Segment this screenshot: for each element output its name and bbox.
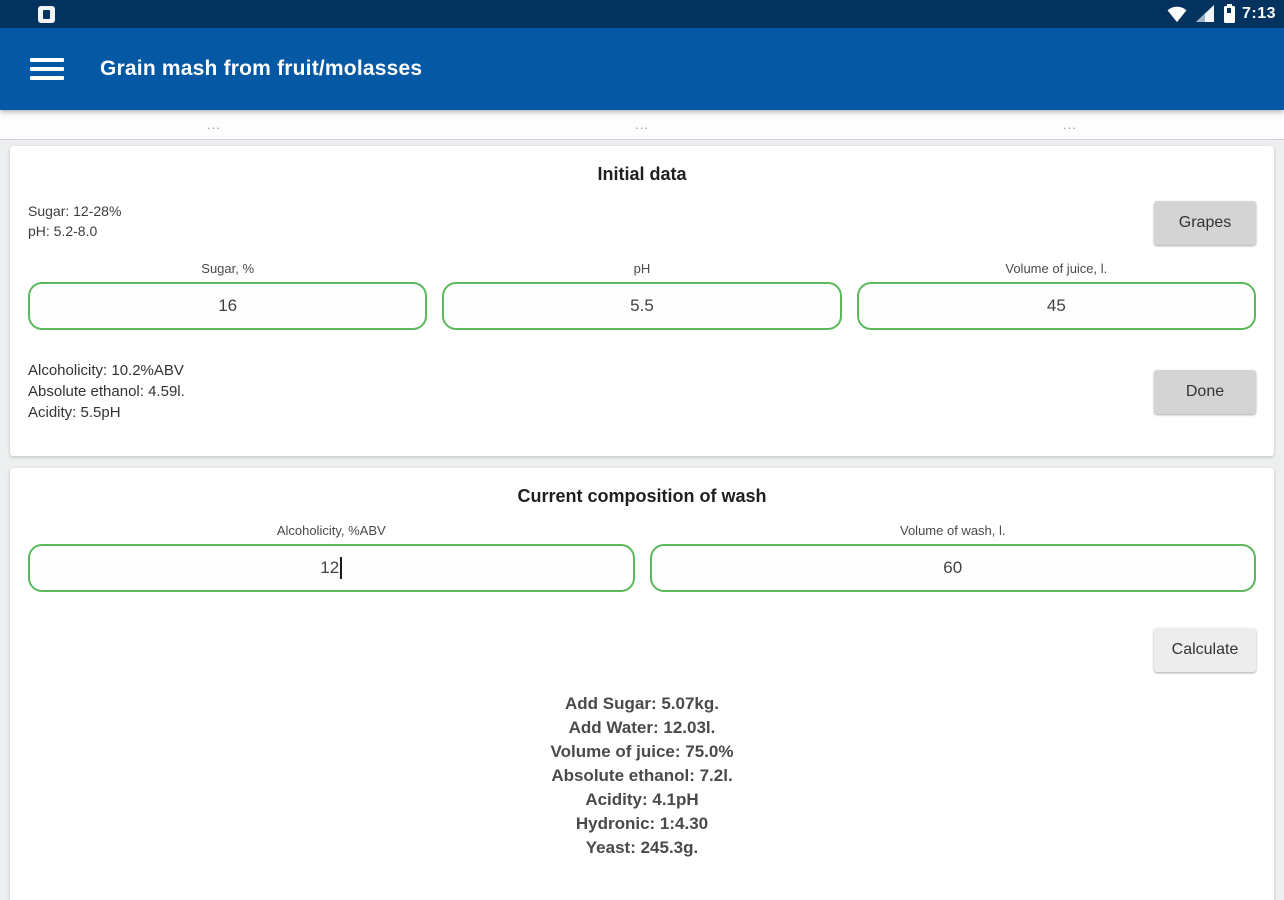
- sugar-input[interactable]: 16: [28, 282, 428, 330]
- initial-data-title: Initial data: [597, 164, 687, 184]
- status-bar: 7:13: [0, 0, 1284, 28]
- wash-volume-input[interactable]: 60: [649, 544, 1256, 592]
- acidity-result: Acidity: 4.1pH: [585, 790, 699, 809]
- sugar-range-hint: Sugar: 12-28%: [28, 203, 122, 219]
- add-sugar-result: Add Sugar: 5.07kg.: [565, 694, 719, 713]
- acidity-result: Acidity: 5.5pH: [28, 404, 121, 421]
- calculation-results: Add Sugar: 5.07kg. Add Water: 12.03l. Vo…: [28, 692, 1256, 860]
- page-title: Grain mash from fruit/molasses: [100, 57, 423, 80]
- wifi-icon: [1167, 6, 1187, 23]
- yeast-result: Yeast: 245.3g.: [585, 838, 699, 857]
- initial-data-card: Initial data Sugar: 12-28% pH: 5.2-8.0 G…: [10, 146, 1274, 456]
- initial-data-results: Alcoholicity: 10.2%ABV Absolute ethanol:…: [28, 360, 185, 423]
- wash-volume-field-label: Volume of wash, l.: [900, 523, 1006, 538]
- juice-volume-input-value: 45: [1046, 296, 1066, 315]
- wash-alcoholicity-input[interactable]: 12: [28, 544, 635, 592]
- wash-composition-card: Current composition of wash Alcoholicity…: [10, 468, 1274, 900]
- calculate-button[interactable]: Calculate: [1154, 628, 1256, 672]
- input-range-hints: Sugar: 12-28% pH: 5.2-8.0: [28, 201, 121, 241]
- absolute-ethanol-result: Absolute ethanol: 4.59l.: [28, 383, 185, 400]
- wash-volume-input-value: 60: [943, 558, 963, 577]
- pager-indicator-strip: ... ... ...: [0, 110, 1284, 140]
- app-bar: Grain mash from fruit/molasses: [0, 28, 1284, 110]
- pager-dots[interactable]: ...: [207, 116, 221, 132]
- pager-dots[interactable]: ...: [635, 116, 649, 132]
- hydronic-result: Hydronic: 1:4.30: [575, 814, 709, 833]
- sugar-input-value: 16: [218, 296, 238, 315]
- grapes-button[interactable]: Grapes: [1154, 201, 1256, 245]
- done-button[interactable]: Done: [1154, 369, 1256, 414]
- wash-alcoholicity-field-label: Alcoholicity, %ABV: [276, 523, 386, 538]
- juice-volume-result: Volume of juice: 75.0%: [550, 742, 734, 761]
- juice-volume-field-label: Volume of juice, l.: [1005, 261, 1108, 276]
- wash-composition-title: Current composition of wash: [517, 486, 767, 506]
- cellular-signal-icon: [1195, 5, 1214, 22]
- ph-field-label: pH: [633, 261, 651, 276]
- alcoholicity-result: Alcoholicity: 10.2%ABV: [28, 362, 184, 379]
- pager-dots[interactable]: ...: [1063, 116, 1077, 132]
- juice-volume-input[interactable]: 45: [856, 282, 1256, 330]
- ph-input[interactable]: 5.5: [442, 282, 842, 330]
- ph-input-value: 5.5: [630, 296, 654, 315]
- sugar-field-label: Sugar, %: [201, 261, 255, 276]
- wash-alcoholicity-input-value: 12: [320, 558, 340, 577]
- ph-range-hint: pH: 5.2-8.0: [28, 223, 98, 239]
- text-cursor: [340, 557, 343, 579]
- battery-icon: [1223, 3, 1235, 23]
- app-notification-icon: [38, 5, 55, 23]
- hamburger-menu-icon[interactable]: [30, 58, 64, 80]
- absolute-ethanol-result: Absolute ethanol: 7.2l.: [551, 766, 733, 785]
- status-time: 7:13: [1241, 5, 1276, 22]
- add-water-result: Add Water: 12.03l.: [568, 718, 716, 737]
